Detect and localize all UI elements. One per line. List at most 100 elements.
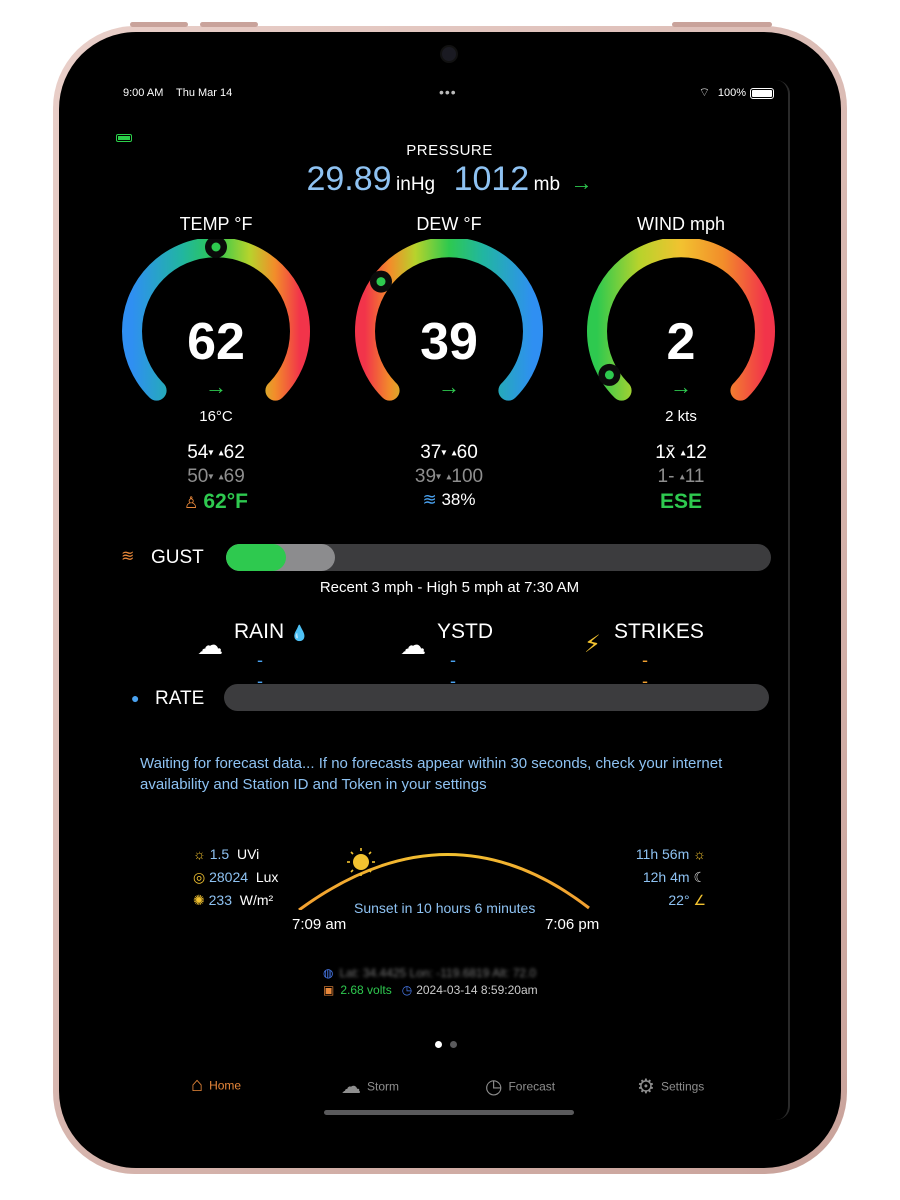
temp-title: TEMP °F: [179, 214, 253, 234]
wind-high: 12: [685, 442, 707, 463]
dew-high: 60: [456, 442, 478, 463]
battery-volts-icon: ▣: [323, 983, 335, 997]
person-icon: ♙: [184, 495, 199, 512]
tab-bar: ⌂ Home ☁ Storm ◷ Forecast ⚙ Settings: [109, 1070, 788, 1100]
wind-avg: 1x̄: [655, 442, 676, 463]
strikes-label: STRIKES: [614, 620, 704, 643]
sunset-caption: Sunset in 10 hours 6 minutes: [354, 900, 536, 916]
temp-high: 62: [223, 442, 245, 463]
location-row: ◍ Lat: 34.4425 Lon: -119.6819 Alt: 72.0: [323, 966, 536, 980]
gust-caption: Recent 3 mph - High 5 mph at 7:30 AM: [319, 579, 580, 596]
page-dot-active[interactable]: [435, 1041, 442, 1048]
location-text: Lat: 34.4425 Lon: -119.6819 Alt: 72.0: [339, 966, 537, 980]
gust-recent-fill: [226, 544, 286, 571]
temp-low-2: 50: [187, 466, 209, 487]
wind-low: 1-: [657, 466, 675, 487]
rain-cloud-icon: ☁: [197, 630, 223, 660]
angle-icon: ∠: [693, 892, 706, 908]
wifi-icon: ⌔: [698, 85, 710, 99]
gust-row[interactable]: ≋ GUST: [121, 542, 771, 572]
sunrise-time: 7:09 am: [292, 916, 347, 933]
solar-stats: ☼ 1.5 UVi ◎ 28024 Lux ✺ 233 W/m²: [193, 846, 278, 915]
tab-storm[interactable]: ☁ Storm: [341, 1076, 400, 1098]
solar-radiation-icon: ✺: [193, 892, 205, 908]
tab-settings[interactable]: ⚙ Settings: [637, 1076, 705, 1098]
station-battery-icon: [116, 134, 132, 142]
page-dot[interactable]: [450, 1041, 457, 1048]
gust-track: [226, 544, 771, 571]
humidity-value: 38%: [441, 490, 476, 509]
dew-trend-icon: →: [438, 374, 460, 399]
temp-low: 54: [187, 442, 209, 463]
tab-home[interactable]: ⌂ Home: [191, 1074, 242, 1096]
volume-button: [130, 22, 188, 27]
rate-label: RATE: [155, 688, 205, 709]
volts-value: 2.68 volts: [340, 983, 392, 997]
uv-icon: ☼: [193, 846, 206, 862]
storm-cloud-icon: ☁: [341, 1076, 361, 1098]
sun-section: ☼ 1.5 UVi ◎ 28024 Lux ✺ 233 W/m² Sunset …: [109, 840, 788, 940]
wind-value: 2: [666, 313, 696, 371]
day-stats: 11h 56m ☼ 12h 4m ☾ 22° ∠: [636, 846, 706, 915]
sun-elevation: 22°: [668, 892, 690, 908]
dew-low-2: 39: [414, 466, 437, 487]
page-indicator[interactable]: [435, 1035, 465, 1053]
uvi-unit: UVi: [236, 846, 260, 862]
temp-celsius: 16°C: [199, 408, 233, 425]
status-date: Thu Mar 14: [176, 87, 233, 99]
pressure-title: PRESSURE: [406, 142, 493, 159]
raindrop-icon: ●: [131, 690, 140, 706]
clock-icon: ◷: [485, 1076, 503, 1098]
battery-percent: 100%: [717, 87, 746, 99]
status-bar: 9:00 AM Thu Mar 14 ••• ⌔ 100%: [109, 84, 788, 104]
meta-row: ▣ 2.68 volts ◷ 2024-03-14 8:59:20am: [323, 983, 538, 997]
humidity-icon: ≋: [422, 490, 437, 509]
sun-arc: [298, 848, 590, 910]
temp-value: 62: [187, 313, 245, 371]
temp-gauge-knob-dot: [211, 242, 221, 252]
lux-unit: Lux: [255, 869, 279, 885]
dew-gauge-arc: [355, 239, 543, 401]
wind-title: WIND mph: [636, 214, 725, 234]
wind-direction: ESE: [659, 490, 703, 513]
pressure-mb-unit: mb: [533, 174, 561, 195]
power-button: [672, 22, 772, 27]
camera: [440, 45, 458, 63]
raindrop-icon: 💧: [290, 625, 309, 642]
sun-position-icon: [353, 854, 369, 870]
rain-label: RAIN 💧: [234, 620, 309, 643]
sun-rays: [347, 848, 375, 876]
temp-trend-icon: →: [205, 374, 227, 399]
dew-low: 37: [420, 442, 442, 463]
dew-gauge[interactable]: DEW °F 39 → 37▾ ▴60 39▾ ▴100 ≋ 38%: [342, 214, 556, 509]
wm2-unit: W/m²: [239, 892, 274, 908]
multitask-dots[interactable]: •••: [439, 84, 457, 100]
ystd-label: YSTD: [437, 620, 494, 643]
temp-gauge[interactable]: TEMP °F 62 → 16°C 54▾ ▴62 50▾ ▴69 ♙ 62°F: [109, 214, 323, 513]
moon-icon: ☾: [693, 869, 706, 885]
rate-row[interactable]: ● RATE: [131, 684, 771, 714]
wm2-value: 233: [208, 892, 232, 908]
feels-like: 62°F: [203, 490, 248, 513]
status-time: 9:00 AM: [123, 87, 164, 99]
pressure-readout[interactable]: 29.89 inHg 1012 mb →: [109, 160, 788, 199]
forecast-message: Waiting for forecast data... If no forec…: [140, 755, 723, 793]
gust-label: GUST: [151, 547, 204, 568]
volume-button: [200, 22, 258, 27]
temp-high-2: 69: [223, 466, 245, 487]
wind-trend-icon: →: [670, 374, 692, 399]
battery-icon: [750, 88, 774, 99]
wind-gauge-arc: [587, 239, 775, 401]
dew-value: 39: [420, 313, 478, 371]
sun-icon: ☼: [693, 846, 706, 862]
home-icon: ⌂: [191, 1074, 204, 1096]
night-length: 12h 4m: [642, 869, 690, 885]
globe-icon: ◍: [323, 966, 334, 980]
clock-icon: ◷: [401, 983, 413, 997]
tab-forecast[interactable]: ◷ Forecast: [485, 1076, 556, 1098]
pressure-trend-icon: →: [570, 170, 593, 195]
sunset-time: 7:06 pm: [545, 916, 600, 933]
wind-gauge[interactable]: WIND mph 2 → 2 kts 1x̄ ▴12 1- ▴11 ESE: [574, 214, 788, 513]
uvi-value: 1.5: [209, 846, 230, 862]
gear-icon: ⚙: [637, 1076, 655, 1098]
